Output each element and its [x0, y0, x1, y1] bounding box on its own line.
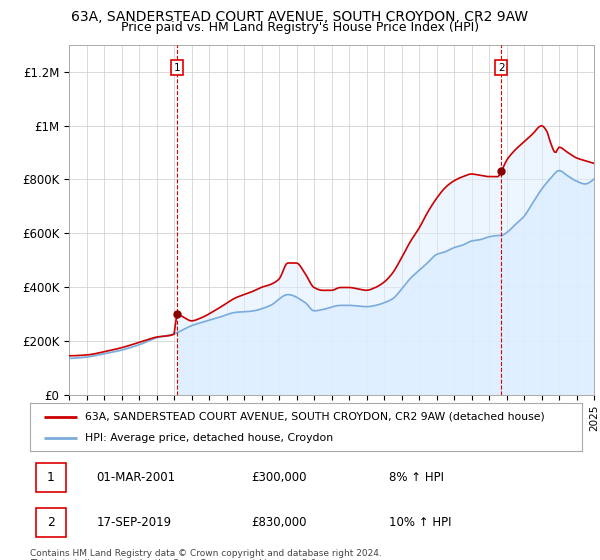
Text: 1: 1 [47, 471, 55, 484]
Text: 10% ↑ HPI: 10% ↑ HPI [389, 516, 451, 529]
Text: Contains HM Land Registry data © Crown copyright and database right 2024.
This d: Contains HM Land Registry data © Crown c… [30, 549, 382, 560]
Point [172, 310, 182, 319]
Text: £300,000: £300,000 [251, 471, 307, 484]
Text: Price paid vs. HM Land Registry's House Price Index (HPI): Price paid vs. HM Land Registry's House … [121, 21, 479, 34]
Text: 2: 2 [498, 63, 505, 73]
Text: 01-MAR-2001: 01-MAR-2001 [96, 471, 175, 484]
Text: HPI: Average price, detached house, Croydon: HPI: Average price, detached house, Croy… [85, 433, 334, 443]
Text: 2: 2 [47, 516, 55, 529]
Text: 1: 1 [173, 63, 180, 73]
Text: 63A, SANDERSTEAD COURT AVENUE, SOUTH CROYDON, CR2 9AW: 63A, SANDERSTEAD COURT AVENUE, SOUTH CRO… [71, 10, 529, 24]
Text: 8% ↑ HPI: 8% ↑ HPI [389, 471, 444, 484]
Text: 17-SEP-2019: 17-SEP-2019 [96, 516, 172, 529]
Text: 63A, SANDERSTEAD COURT AVENUE, SOUTH CROYDON, CR2 9AW (detached house): 63A, SANDERSTEAD COURT AVENUE, SOUTH CRO… [85, 412, 545, 422]
Point [497, 167, 506, 176]
FancyBboxPatch shape [35, 463, 66, 492]
FancyBboxPatch shape [35, 507, 66, 537]
Text: £830,000: £830,000 [251, 516, 307, 529]
